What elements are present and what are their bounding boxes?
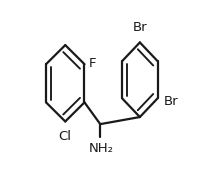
Text: F: F: [88, 57, 96, 70]
Text: NH₂: NH₂: [89, 142, 114, 155]
Text: Br: Br: [132, 21, 147, 34]
Text: Cl: Cl: [58, 130, 71, 143]
Text: Br: Br: [164, 95, 178, 108]
